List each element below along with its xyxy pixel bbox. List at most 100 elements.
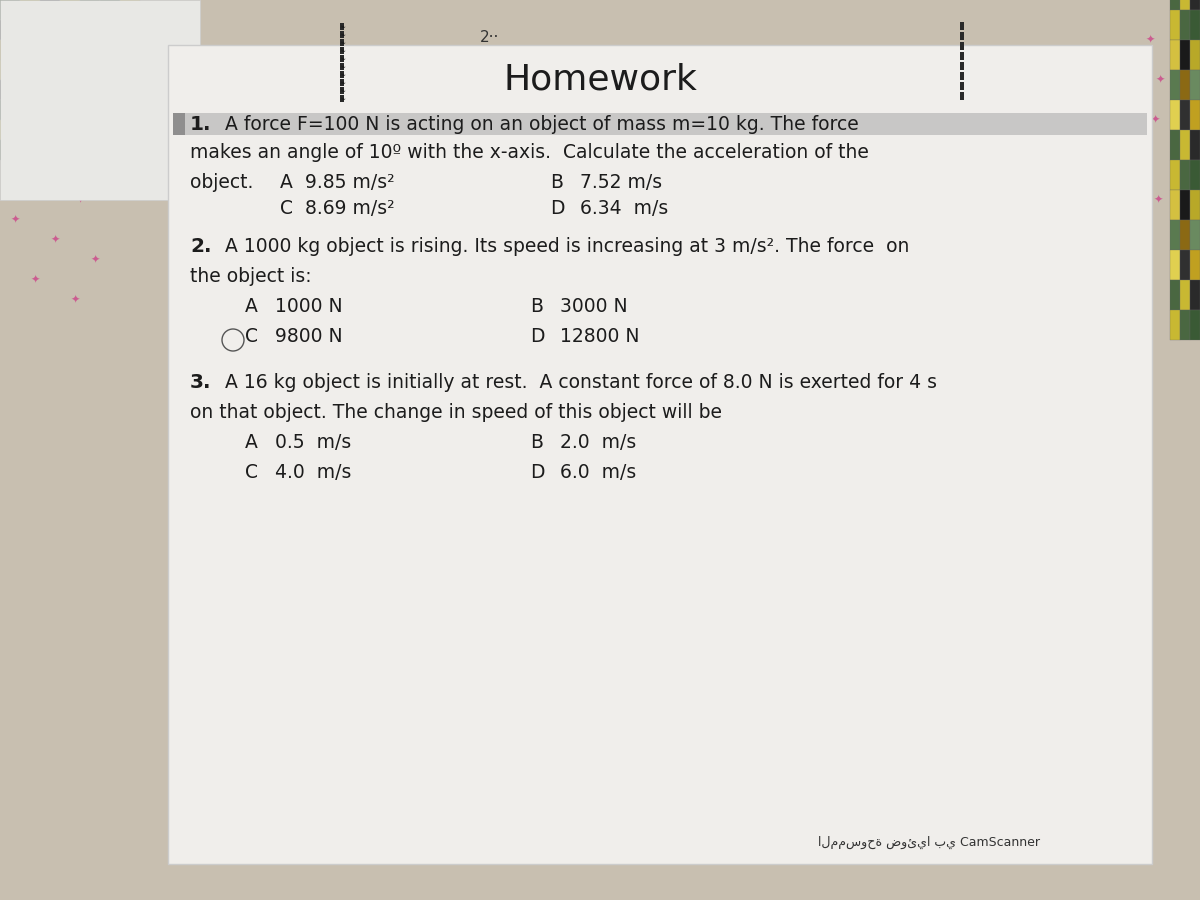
Text: ✦: ✦ xyxy=(65,55,74,65)
Bar xyxy=(120,140,140,160)
Bar xyxy=(1190,310,1200,340)
Bar xyxy=(100,80,120,100)
Bar xyxy=(20,0,40,20)
Bar xyxy=(100,100,120,120)
Text: الممسوحة ضوئيا بي CamScanner: الممسوحة ضوئيا بي CamScanner xyxy=(818,835,1040,849)
Bar xyxy=(1180,160,1190,190)
Bar xyxy=(100,20,120,40)
Bar xyxy=(1190,0,1200,10)
Bar xyxy=(40,20,60,40)
Bar xyxy=(60,120,80,140)
Bar xyxy=(100,140,120,160)
Bar xyxy=(40,100,60,120)
Bar xyxy=(960,52,964,60)
Bar xyxy=(0,80,20,100)
Bar xyxy=(1190,280,1200,310)
Bar xyxy=(340,55,344,62)
Bar xyxy=(60,100,80,120)
Text: ✦: ✦ xyxy=(85,75,95,85)
Bar xyxy=(20,100,40,120)
Bar xyxy=(1170,190,1180,220)
Bar xyxy=(80,40,100,60)
Bar xyxy=(100,120,120,140)
Bar xyxy=(1190,130,1200,160)
Bar xyxy=(1170,310,1180,340)
Text: 9.85 m/s²: 9.85 m/s² xyxy=(305,173,395,192)
Text: ✦: ✦ xyxy=(95,135,104,145)
Bar xyxy=(340,39,344,46)
Text: A: A xyxy=(245,434,258,453)
Text: ❧: ❧ xyxy=(340,32,344,38)
Bar xyxy=(80,120,100,140)
Bar xyxy=(1180,250,1190,280)
Text: 2.0  m/s: 2.0 m/s xyxy=(560,434,636,453)
Text: 4.0  m/s: 4.0 m/s xyxy=(275,463,352,482)
Text: 1000 N: 1000 N xyxy=(275,298,343,317)
Bar xyxy=(60,40,80,60)
Text: ✦: ✦ xyxy=(35,175,44,185)
Bar xyxy=(20,140,40,160)
Bar xyxy=(1190,100,1200,130)
Bar xyxy=(173,113,1147,135)
Bar xyxy=(173,113,185,135)
Text: A: A xyxy=(280,173,293,192)
Bar xyxy=(20,60,40,80)
Text: ✦: ✦ xyxy=(71,295,79,305)
Bar xyxy=(20,20,40,40)
Text: ❧: ❧ xyxy=(340,48,344,54)
Bar xyxy=(960,42,964,50)
Bar xyxy=(100,40,120,60)
Text: ❧: ❧ xyxy=(340,40,344,46)
Text: D: D xyxy=(530,463,545,482)
Text: C: C xyxy=(280,199,293,218)
Text: ❧: ❧ xyxy=(340,88,344,94)
Text: ✦: ✦ xyxy=(30,275,40,285)
Bar xyxy=(40,80,60,100)
Bar xyxy=(40,120,60,140)
Bar xyxy=(1180,220,1190,250)
Bar xyxy=(80,60,100,80)
Bar xyxy=(1170,280,1180,310)
Text: A 16 kg object is initially at rest.  A constant force of 8.0 N is exerted for 4: A 16 kg object is initially at rest. A c… xyxy=(226,374,937,392)
Bar xyxy=(1180,310,1190,340)
Bar xyxy=(60,0,80,20)
Text: B: B xyxy=(530,434,542,453)
Bar xyxy=(960,92,964,100)
Bar xyxy=(1190,220,1200,250)
Bar xyxy=(340,47,344,54)
Text: 3.: 3. xyxy=(190,374,211,392)
FancyBboxPatch shape xyxy=(0,0,200,200)
Bar xyxy=(120,0,140,20)
FancyBboxPatch shape xyxy=(168,45,1152,864)
Bar xyxy=(1180,100,1190,130)
Bar xyxy=(1170,40,1180,70)
Bar xyxy=(960,32,964,40)
Text: ❧: ❧ xyxy=(340,64,344,70)
Bar xyxy=(1170,160,1180,190)
Bar xyxy=(960,22,964,30)
Bar xyxy=(60,20,80,40)
Bar xyxy=(120,40,140,60)
Text: Homework: Homework xyxy=(503,63,697,97)
Text: 1.: 1. xyxy=(190,114,211,133)
Bar xyxy=(60,140,80,160)
Text: 2··: 2·· xyxy=(480,31,499,46)
Text: B: B xyxy=(530,298,542,317)
Text: the object is:: the object is: xyxy=(190,266,312,285)
Bar xyxy=(1190,40,1200,70)
Bar xyxy=(1180,40,1190,70)
Bar xyxy=(40,60,60,80)
Text: ❧: ❧ xyxy=(340,24,344,30)
Text: ✦: ✦ xyxy=(50,235,60,245)
Text: ✦: ✦ xyxy=(46,115,55,125)
Text: ✦: ✦ xyxy=(76,195,85,205)
Bar xyxy=(340,63,344,70)
Bar xyxy=(80,80,100,100)
Bar xyxy=(60,80,80,100)
Bar xyxy=(1180,190,1190,220)
Bar xyxy=(80,140,100,160)
Bar xyxy=(1180,0,1190,10)
Text: ❧: ❧ xyxy=(340,96,344,102)
Bar xyxy=(120,100,140,120)
Bar xyxy=(340,23,344,30)
